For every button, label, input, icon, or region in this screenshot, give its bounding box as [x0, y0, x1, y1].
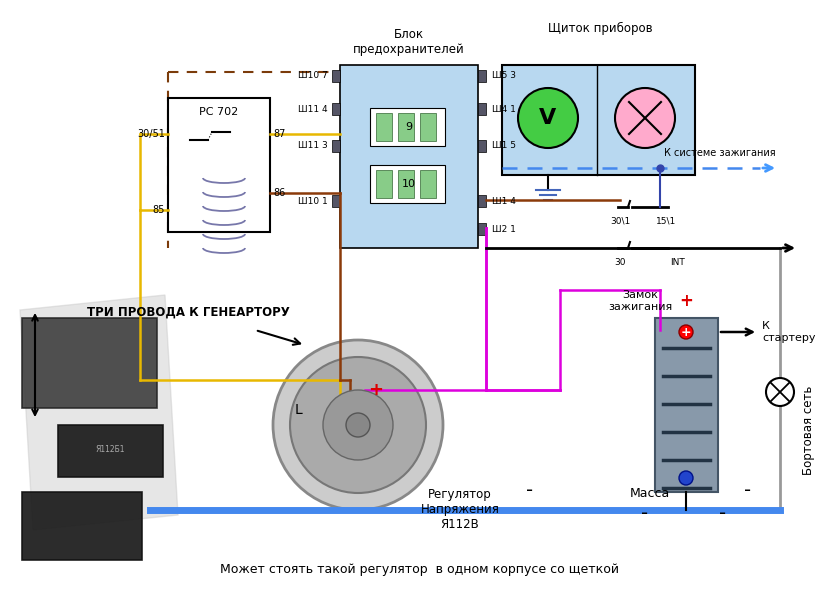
Text: К системе зажигания: К системе зажигания: [665, 148, 776, 158]
Bar: [370, 108, 445, 146]
Bar: [340, 65, 478, 248]
Text: +: +: [679, 292, 693, 310]
Text: 9: 9: [406, 122, 412, 132]
Text: Регулятор
Напряжения
Я112В: Регулятор Напряжения Я112В: [421, 488, 499, 531]
Text: Ш1 4: Ш1 4: [492, 196, 516, 205]
Bar: [58, 425, 163, 477]
Circle shape: [323, 390, 393, 460]
Bar: [376, 170, 392, 198]
Text: 30: 30: [614, 258, 626, 267]
Text: Замок
зажигания: Замок зажигания: [608, 290, 672, 312]
Bar: [398, 170, 414, 198]
Bar: [332, 103, 340, 115]
Text: V: V: [540, 108, 556, 128]
Text: К
стартеру: К стартеру: [762, 321, 815, 343]
Bar: [478, 223, 486, 235]
Circle shape: [273, 340, 443, 510]
Bar: [168, 98, 270, 232]
Text: Масса: Масса: [630, 487, 670, 500]
Text: 30\1: 30\1: [610, 217, 630, 226]
Circle shape: [679, 325, 693, 339]
Bar: [655, 318, 718, 492]
Text: -: -: [641, 504, 649, 523]
Circle shape: [518, 88, 578, 148]
Bar: [22, 318, 157, 408]
Text: +: +: [680, 325, 691, 338]
Text: INT: INT: [670, 258, 685, 267]
Bar: [420, 170, 436, 198]
Text: -: -: [526, 481, 534, 500]
Text: -: -: [744, 481, 752, 500]
Text: Может стоять такой регулятор  в одном корпусе со щеткой: Может стоять такой регулятор в одном кор…: [220, 564, 618, 577]
Text: 10: 10: [402, 179, 416, 189]
Text: Ш11 3: Ш11 3: [298, 141, 328, 150]
Bar: [478, 140, 486, 152]
Text: Ш4 1: Ш4 1: [492, 104, 516, 113]
Bar: [478, 70, 486, 82]
Text: ТРИ ПРОВОДА К ГЕНЕАРТОРУ: ТРИ ПРОВОДА К ГЕНЕАРТОРУ: [86, 306, 289, 319]
Circle shape: [766, 378, 794, 406]
Bar: [332, 195, 340, 207]
Bar: [478, 195, 486, 207]
Text: Ш2 1: Ш2 1: [492, 224, 516, 233]
Bar: [420, 113, 436, 141]
Bar: [22, 492, 142, 560]
Bar: [332, 140, 340, 152]
Text: -: -: [720, 504, 727, 523]
Text: Бортовая сеть: Бортовая сеть: [801, 385, 815, 475]
Circle shape: [346, 413, 370, 437]
Text: Щиток приборов: Щиток приборов: [548, 22, 652, 35]
Circle shape: [290, 357, 426, 493]
Text: 85: 85: [153, 205, 165, 215]
Text: 86: 86: [273, 188, 285, 198]
Text: 30/51: 30/51: [137, 129, 165, 139]
Text: Ш11 4: Ш11 4: [298, 104, 328, 113]
Text: Ш5 3: Ш5 3: [492, 72, 516, 81]
Text: 87: 87: [273, 129, 286, 139]
Text: РС 702: РС 702: [199, 107, 239, 117]
Bar: [478, 103, 486, 115]
Circle shape: [615, 88, 675, 148]
Text: L: L: [294, 403, 302, 417]
Text: Я112Б1: Я112Б1: [96, 445, 125, 454]
Circle shape: [679, 471, 693, 485]
Bar: [398, 113, 414, 141]
Text: Блок
предохранителей: Блок предохранителей: [353, 28, 465, 56]
Bar: [332, 70, 340, 82]
Bar: [370, 165, 445, 203]
Text: Ш10 1: Ш10 1: [298, 196, 328, 205]
Text: 15\1: 15\1: [656, 217, 676, 226]
Text: Ш10 7: Ш10 7: [298, 72, 328, 81]
Polygon shape: [20, 295, 178, 530]
Bar: [376, 113, 392, 141]
Text: Ш1 5: Ш1 5: [492, 141, 516, 150]
Bar: [502, 65, 695, 175]
Text: +: +: [369, 381, 384, 399]
